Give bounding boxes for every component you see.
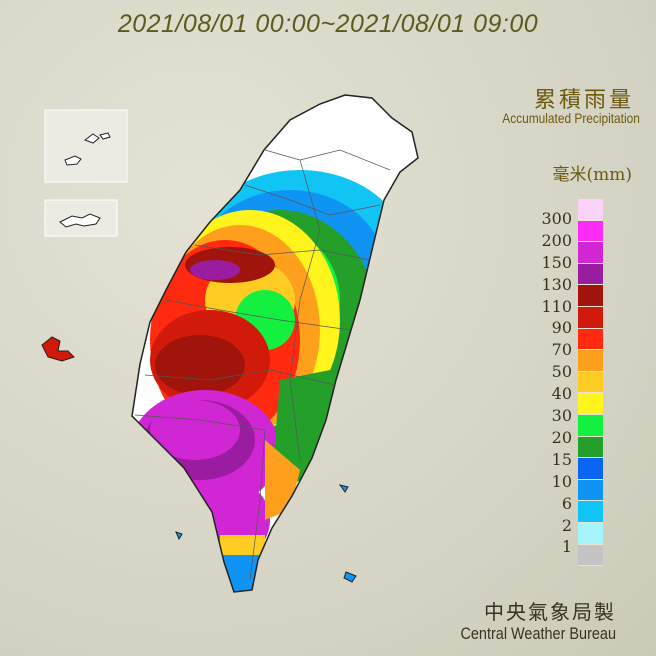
precipitation-legend <box>578 199 603 567</box>
footer-chinese: 中央氣象局製 <box>484 600 616 624</box>
legend-swatch <box>578 371 603 394</box>
legend-label: 15 <box>551 449 572 469</box>
footer-english: Central Weather Bureau <box>460 624 616 643</box>
legend-swatch <box>578 544 603 567</box>
legend-label: 90 <box>551 318 572 338</box>
legend-swatch <box>578 436 603 459</box>
legend-unit: 毫米(mm) <box>552 165 632 185</box>
legend-label: 1 <box>561 537 572 557</box>
county-boundaries <box>134 149 391 581</box>
legend-label: 110 <box>541 296 572 316</box>
matsu-islands <box>64 132 111 166</box>
legend-swatch <box>578 479 603 502</box>
legend-label: 30 <box>551 406 572 425</box>
legend-label: 2 <box>561 515 572 535</box>
legend-label: 20 <box>551 427 572 447</box>
legend-swatch <box>578 501 603 523</box>
legend-label: 6 <box>561 493 572 513</box>
legend-swatch <box>578 328 603 351</box>
legend-label: 130 <box>541 274 572 294</box>
title-chinese: 累積雨量 <box>533 88 634 113</box>
legend-label: 150 <box>541 252 572 272</box>
title-english: Accumulated Precipitation <box>502 110 640 126</box>
legend-swatch <box>578 306 603 329</box>
legend-label: 40 <box>551 384 572 404</box>
legend-swatch <box>578 263 603 286</box>
legend-swatch <box>578 285 603 307</box>
legend-swatch <box>578 458 603 480</box>
legend-label: 300 <box>541 208 572 228</box>
legend-swatch <box>578 350 603 372</box>
legend-swatch <box>578 242 603 264</box>
legend-swatch <box>578 393 603 415</box>
penghu-islands <box>41 336 75 362</box>
legend-label: 50 <box>551 362 572 382</box>
legend-swatch <box>578 414 603 437</box>
legend-swatch <box>578 220 603 243</box>
inset-matsu <box>44 109 128 183</box>
legend-label: 10 <box>551 471 572 491</box>
legend-swatch <box>578 199 603 221</box>
legend-label: 200 <box>541 230 572 250</box>
legend-swatch <box>578 522 603 545</box>
time-period: 2021/08/01 00:00~2021/08/01 09:00 <box>117 10 539 38</box>
outlying-islands <box>175 484 357 583</box>
kinmen-islands <box>59 213 101 228</box>
legend-label: 70 <box>551 340 572 360</box>
